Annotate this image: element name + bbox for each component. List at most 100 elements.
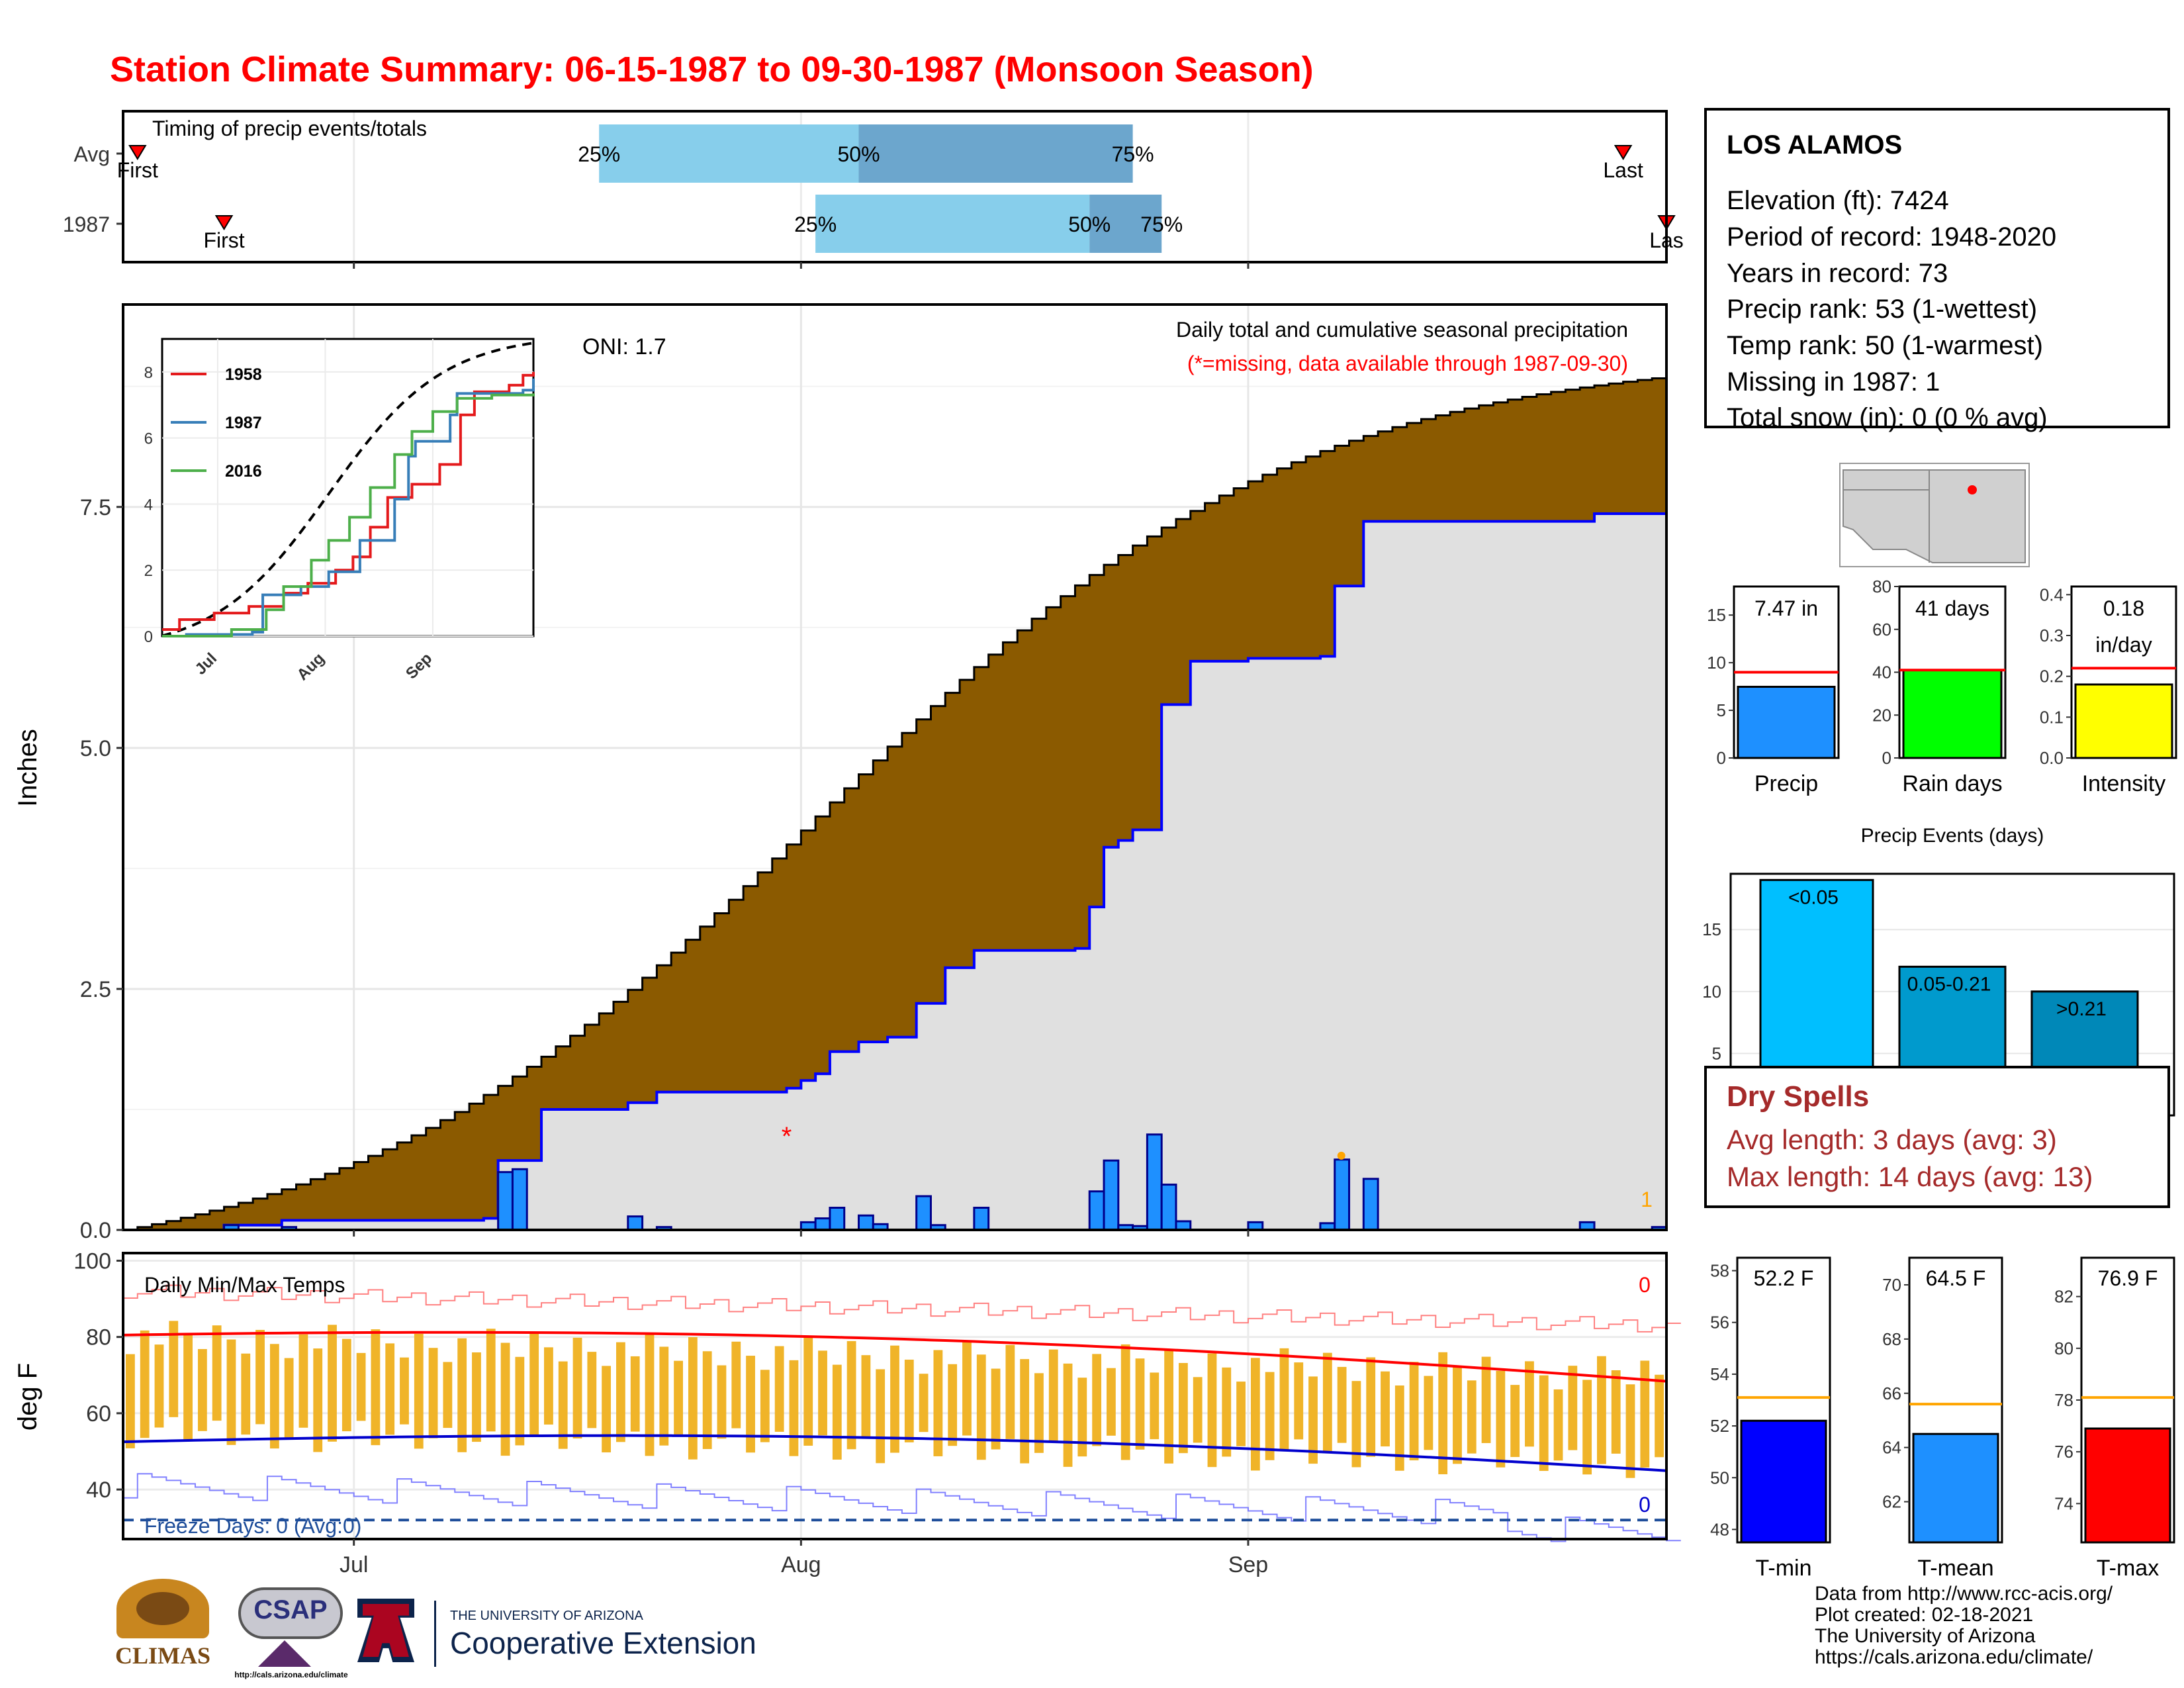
daily-temp-bar (1308, 1376, 1318, 1464)
daily-temp-bar (558, 1361, 568, 1449)
daily-temp-bar (789, 1360, 799, 1456)
daily-temp-bar (1005, 1344, 1015, 1439)
mini-label: Intensity (2082, 771, 2166, 796)
tbar-y-tick: 50 (1710, 1468, 1729, 1487)
inset-background (161, 338, 535, 637)
event-bar-label: 0.05-0.21 (1907, 973, 1991, 995)
station-line: Missing in 1987: 1 (1727, 367, 1940, 397)
dry-spells-title: Dry Spells (1727, 1080, 1870, 1113)
daily-temp-bar (255, 1330, 265, 1425)
mini-y-tick: 20 (1872, 705, 1891, 725)
timing-q50-label: 50% (837, 142, 880, 166)
daily-precip-bar (1160, 1184, 1177, 1231)
daily-precip-bar (627, 1215, 644, 1231)
daily-temp-bar (1294, 1362, 1304, 1440)
tbar-value-label: 76.9 F (2098, 1266, 2158, 1290)
daily-temp-bar (572, 1337, 582, 1439)
mini-y-tick: 0.3 (2040, 626, 2064, 645)
tbar-value-label: 64.5 F (1926, 1266, 1986, 1290)
daily-temp-bar (371, 1329, 381, 1446)
timing-bar-q25-q50 (599, 124, 859, 183)
temps-y-tick-label: 100 (73, 1249, 111, 1274)
daily-temp-bar (1322, 1352, 1332, 1454)
inset-y-tick: 6 (144, 430, 153, 448)
footer-line: Data from http://www.rcc-acis.org/ (1815, 1583, 2113, 1605)
events-title: Precip Events (days) (1861, 825, 2044, 847)
csap-logo: CSAP http://cals.arizona.edu/climate (232, 1581, 351, 1680)
timing-row-label: Avg (73, 142, 110, 166)
timing-marker (1614, 145, 1633, 160)
daily-temp-bar (1525, 1361, 1534, 1447)
daily-temp-bar (774, 1346, 784, 1432)
y-axis-label: Inches (13, 729, 42, 807)
temps-x-tick-label: Aug (781, 1552, 821, 1577)
daily-temp-bar (919, 1374, 929, 1432)
daily-temp-bar (1279, 1348, 1289, 1450)
daily-temp-bar (1120, 1344, 1130, 1460)
daily-temp-bar (212, 1325, 222, 1421)
event-bar-label: <0.05 (1788, 886, 1839, 908)
daily-temp-bar (443, 1362, 453, 1429)
mini-value-label: 0.18 (2103, 596, 2144, 620)
mini-y-tick: 10 (1707, 653, 1726, 673)
mini-y-tick: 80 (1872, 577, 1891, 596)
daily-temp-bar (1510, 1385, 1520, 1458)
freeze-label: Freeze Days: 0 (Avg:0) (144, 1514, 361, 1538)
location-map (1839, 463, 2030, 567)
daily-temp-bar (904, 1359, 914, 1442)
timing-bar-q25-q50 (815, 195, 1090, 253)
daily-temp-bar (1640, 1360, 1650, 1468)
tbar-y-tick: 48 (1710, 1519, 1729, 1539)
mini-y-tick: 15 (1707, 605, 1726, 625)
tbar-y-tick: 52 (1710, 1416, 1729, 1436)
tbar-y-tick: 68 (1882, 1329, 1901, 1349)
daily-temp-bar (284, 1358, 294, 1438)
csap-logo-mountain (258, 1640, 311, 1667)
daily-temp-bar (197, 1348, 207, 1431)
daily-temp-bar (328, 1325, 337, 1442)
daily-temp-bar (1193, 1377, 1203, 1443)
corner-count: 1 (1641, 1188, 1653, 1211)
daily-temp-bar (341, 1338, 351, 1432)
daily-temp-bar (1553, 1389, 1563, 1461)
side-plots: 7.47 in 0 5 10 15 Precip 41 days 0 20 40 60 80 Rain … (1702, 463, 2177, 1581)
daily-temp-bar (1394, 1385, 1404, 1471)
mini-y-tick: 60 (1872, 620, 1891, 639)
mini-label: Rain days (1902, 771, 2002, 796)
ua-big-text: Cooperative Extension (450, 1626, 756, 1660)
station-line: Years in record: 73 (1727, 259, 1948, 288)
tbar-y-tick: 56 (1710, 1313, 1729, 1333)
daily-temp-bar (1424, 1376, 1433, 1450)
daily-temp-bar (688, 1336, 698, 1460)
inset-legend-label: 1987 (225, 414, 262, 432)
daily-temp-bar (1611, 1370, 1621, 1454)
footer-line: Plot created: 02-18-2021 (1815, 1604, 2034, 1626)
mini-bar (1902, 669, 2003, 759)
daily-temp-bar (400, 1357, 409, 1425)
daily-temp-bar (1063, 1363, 1073, 1467)
y-tick-label: 0.0 (80, 1218, 111, 1243)
daily-temp-bar (515, 1356, 525, 1446)
daily-temp-bar (1366, 1357, 1376, 1457)
mini-bar (1737, 686, 1836, 759)
mini-label: Precip (1754, 771, 1818, 796)
tbar-y-tick: 66 (1882, 1383, 1901, 1403)
daily-temp-bar (1250, 1358, 1260, 1471)
daily-temp-bar (457, 1338, 467, 1452)
tbar-value-label: 52.2 F (1754, 1266, 1814, 1290)
daily-temp-bar (1597, 1356, 1606, 1464)
daily-temp-bar (1150, 1372, 1160, 1440)
daily-temp-bar (356, 1352, 366, 1421)
temps-x-tick-label: Sep (1228, 1552, 1269, 1577)
mini-value-label: 7.47 in (1754, 596, 1818, 620)
temps-y-tick-label: 60 (86, 1401, 111, 1427)
mini-y-tick: 0.4 (2040, 585, 2064, 604)
daily-temp-bar (659, 1346, 669, 1446)
daily-temp-bar (674, 1360, 683, 1435)
daily-temp-bar (630, 1356, 640, 1432)
inset-y-tick: 8 (144, 364, 153, 382)
station-line: Temp rank: 50 (1-warmest) (1727, 331, 2043, 360)
daily-temp-bar (1020, 1359, 1030, 1464)
daily-temp-bar (486, 1329, 496, 1432)
daily-temp-bar (1381, 1371, 1390, 1447)
